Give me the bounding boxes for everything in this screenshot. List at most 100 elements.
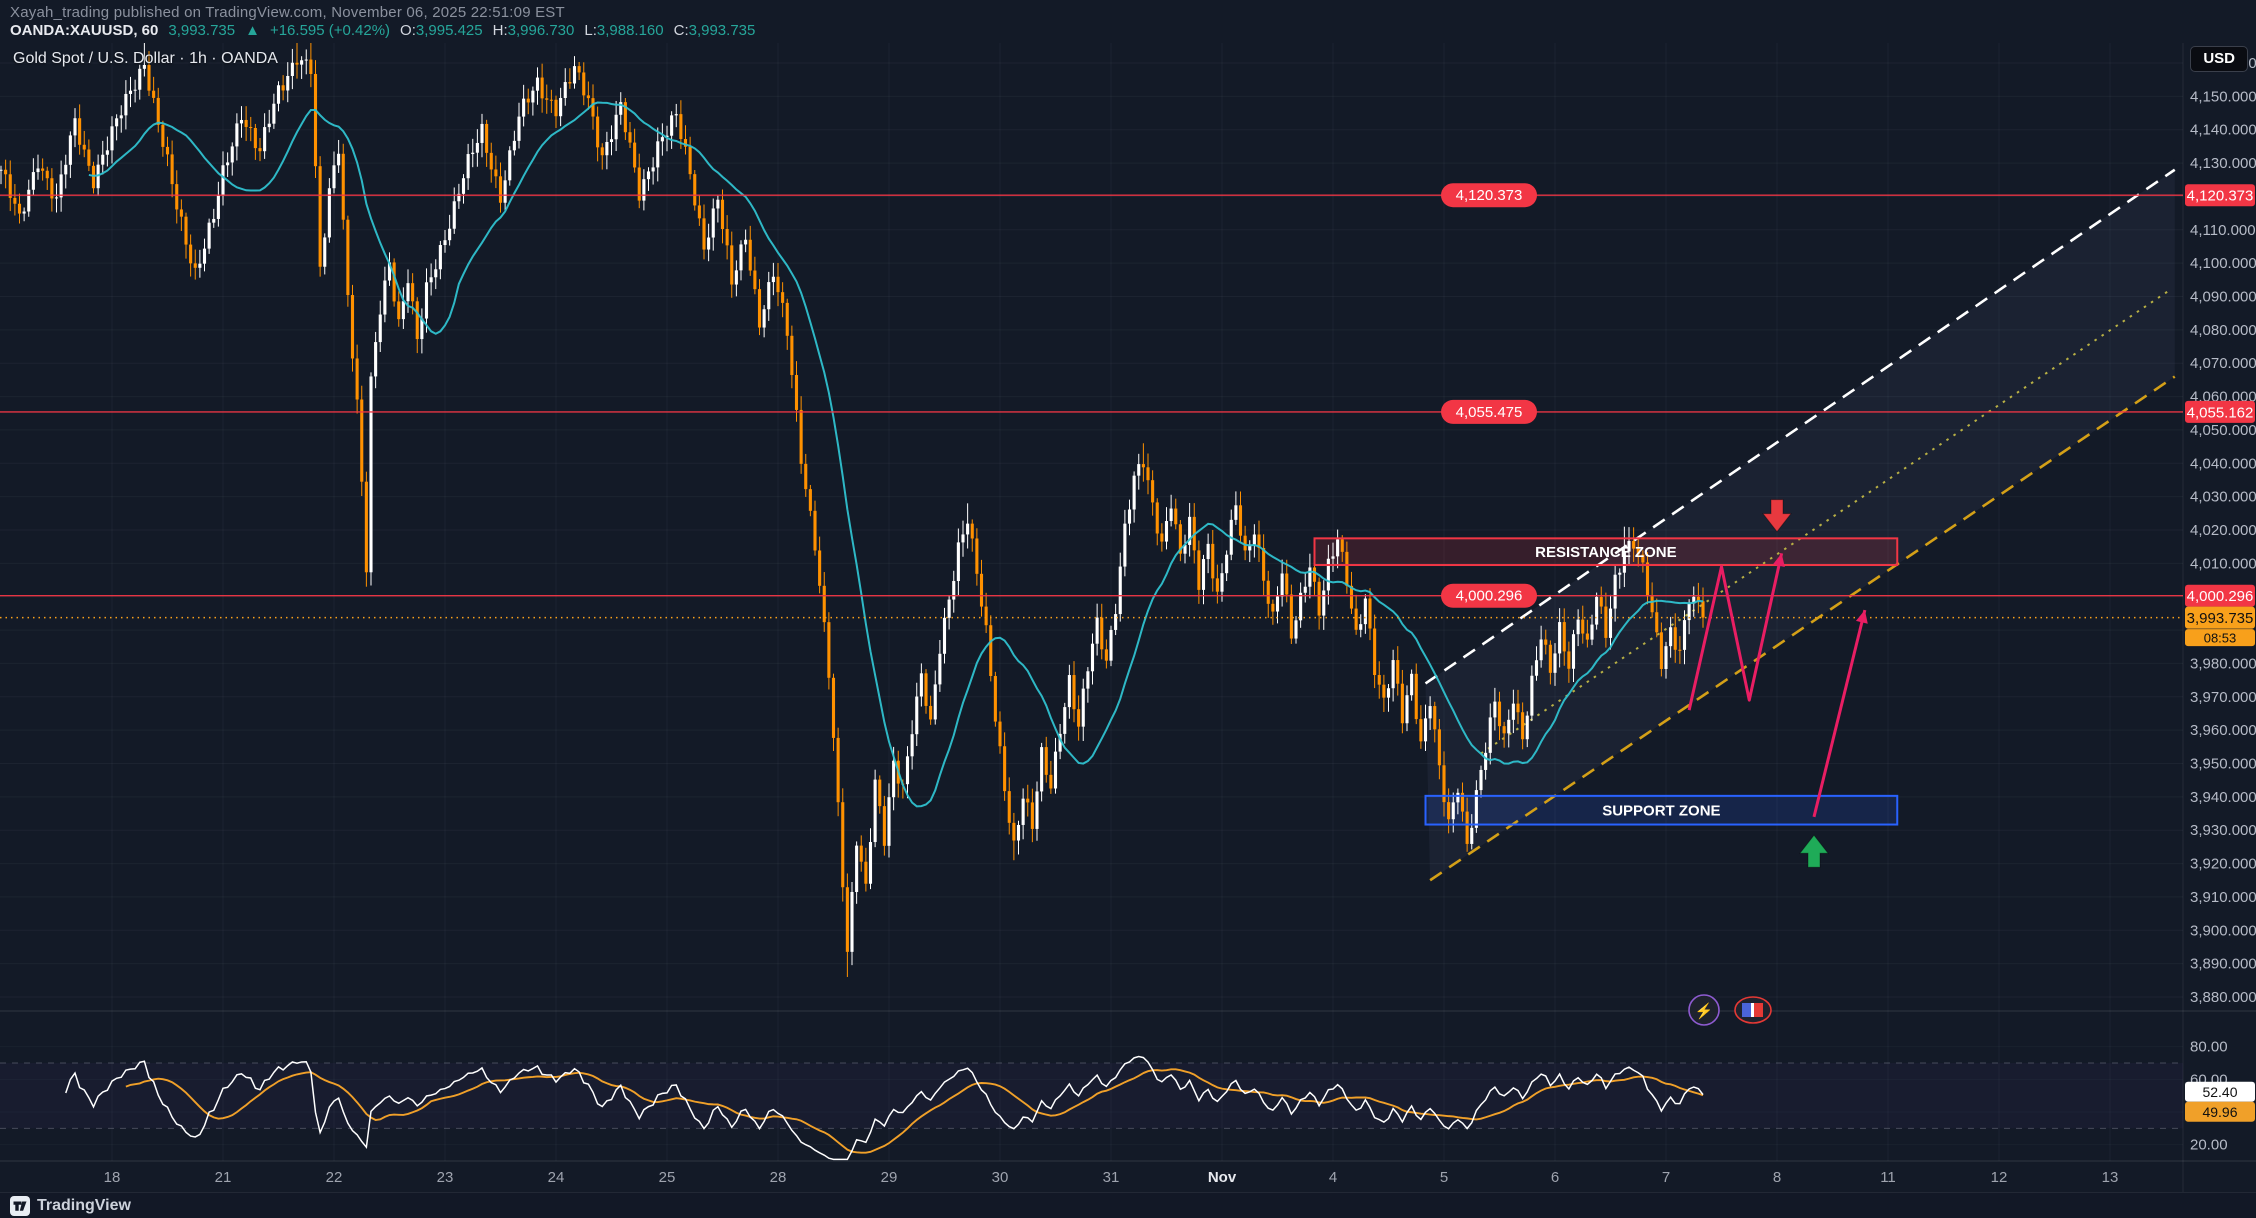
svg-text:20.00: 20.00 (2190, 1137, 2228, 1154)
ma-line (88, 101, 1704, 808)
axis-price-badge (2185, 184, 2255, 207)
svg-text:24: 24 (548, 1169, 565, 1186)
svg-text:4,120.373: 4,120.373 (2187, 188, 2254, 205)
axis-price-badge (2185, 584, 2255, 607)
price-change: +16.595 (+0.42%) (269, 22, 391, 39)
rsi-value-badge (2185, 1081, 2255, 1102)
last-price: 3,993.735 (168, 22, 236, 39)
arrow-layer (1687, 499, 1868, 868)
svg-text:8: 8 (1773, 1169, 1781, 1186)
svg-text:4,080.000: 4,080.000 (2190, 322, 2256, 339)
time-axis[interactable]: 18 21 22 23 24 25 28 29 30 31 Nov 4 5 6 7 8 11 12 13 (104, 1169, 2119, 1186)
svg-text:3,890.000: 3,890.000 (2190, 956, 2256, 973)
ohlc-open: O:3,995.425 (400, 22, 483, 39)
svg-text:⚡: ⚡ (1695, 1002, 1714, 1020)
currency-toggle-button[interactable]: USD (2190, 46, 2248, 72)
grid-layer (0, 43, 2183, 1161)
svg-text:4,120.373: 4,120.373 (1456, 187, 1523, 204)
price-pill-layer: 4,120.373 4,055.475 4,000.296 (1441, 183, 1537, 608)
attribution-text: Xayah_trading published on TradingView.c… (10, 4, 565, 21)
svg-text:4,140.000: 4,140.000 (2190, 122, 2256, 139)
svg-text:3,993.735: 3,993.735 (2187, 610, 2254, 627)
price-axis[interactable]: 4,160.0004,150.0004,140.0004,130.0004,11… (2185, 55, 2256, 1154)
svg-text:4,050.000: 4,050.000 (2190, 422, 2256, 439)
svg-text:18: 18 (104, 1169, 121, 1186)
red-down-arrow[interactable] (1761, 499, 1793, 533)
svg-text:31: 31 (1103, 1169, 1120, 1186)
rsi-ma-line (125, 1068, 1704, 1154)
price-line-pill (1441, 183, 1537, 208)
svg-text:12: 12 (1991, 1169, 2008, 1186)
svg-text:5: 5 (1440, 1169, 1448, 1186)
pink-zigzag-arrow[interactable] (1687, 553, 1784, 711)
svg-text:4,000.296: 4,000.296 (2187, 588, 2254, 605)
olive-dotted-trendline[interactable] (1480, 289, 2171, 755)
symbol-name[interactable]: OANDA:XAUUSD, 60 (10, 22, 159, 39)
price-lines-layer (0, 194, 2183, 619)
svg-text:52.40: 52.40 (2202, 1084, 2237, 1100)
white-dashed-trendline[interactable] (1424, 168, 2176, 685)
svg-text:4,130.000: 4,130.000 (2190, 155, 2256, 172)
flag-button[interactable] (1734, 996, 1772, 1024)
svg-text:25: 25 (659, 1169, 676, 1186)
svg-text:7: 7 (1662, 1169, 1670, 1186)
bar-countdown-badge (2185, 629, 2255, 647)
svg-text:13: 13 (2102, 1169, 2119, 1186)
tradingview-logo-icon[interactable] (10, 1195, 30, 1216)
current-price-badge (2185, 606, 2255, 629)
chart-header: Xayah_trading published on TradingView.c… (0, 0, 2256, 42)
resistance-zone-box[interactable] (1313, 537, 1899, 567)
rsi-line (65, 1055, 1704, 1161)
svg-text:3,970.000: 3,970.000 (2190, 689, 2256, 706)
svg-text:4,010.000: 4,010.000 (2190, 555, 2256, 572)
footer-bar: TradingView (0, 1192, 2256, 1218)
svg-text:3,980.000: 3,980.000 (2190, 655, 2256, 672)
ohlc-low: L:3,988.160 (584, 22, 664, 39)
svg-text:22: 22 (326, 1169, 343, 1186)
rsi-band-layer (0, 1062, 2183, 1129)
svg-text:21: 21 (215, 1169, 232, 1186)
price-line-pill (1441, 399, 1537, 424)
svg-text:Nov: Nov (1208, 1169, 1237, 1186)
svg-text:4,070.000: 4,070.000 (2190, 355, 2256, 372)
svg-text:3,910.000: 3,910.000 (2190, 889, 2256, 906)
svg-text:08:53: 08:53 (2204, 630, 2237, 645)
separator-layer (0, 43, 2256, 1192)
svg-text:4,055.475: 4,055.475 (1456, 404, 1523, 421)
green-up-arrow[interactable] (1798, 834, 1830, 868)
chart-action-buttons: ⚡ (1688, 994, 1772, 1026)
boost-button[interactable]: ⚡ (1688, 994, 1720, 1026)
axis-price-badge (2185, 400, 2255, 423)
rsi-layer (65, 1055, 1704, 1161)
price-line-pill (1441, 583, 1537, 608)
ohlc-high: H:3,996.730 (492, 22, 575, 39)
svg-text:4,000.296: 4,000.296 (1456, 588, 1523, 605)
svg-text:28: 28 (770, 1169, 787, 1186)
svg-text:3,960.000: 3,960.000 (2190, 722, 2256, 739)
zone-border-layer: RESISTANCE ZONE SUPPORT ZONE (1313, 537, 1899, 826)
svg-text:4,040.000: 4,040.000 (2190, 455, 2256, 472)
svg-text:80.00: 80.00 (2190, 1039, 2228, 1056)
pink-projection-arrow[interactable] (1812, 609, 1867, 818)
ohlc-close: C:3,993.735 (673, 22, 756, 39)
svg-text:4,110.000: 4,110.000 (2190, 222, 2256, 239)
svg-text:3,950.000: 3,950.000 (2190, 755, 2256, 772)
svg-text:4,100.000: 4,100.000 (2190, 255, 2256, 272)
candles-layer (0, 43, 1705, 977)
resistance-zone-label: RESISTANCE ZONE (1535, 544, 1676, 561)
svg-text:3,880.000: 3,880.000 (2190, 989, 2256, 1006)
svg-text:30: 30 (992, 1169, 1009, 1186)
svg-text:6: 6 (1551, 1169, 1559, 1186)
svg-text:49.96: 49.96 (2202, 1104, 2237, 1120)
change-arrow-icon: ▲ (245, 22, 260, 39)
footer-brand[interactable]: TradingView (37, 1196, 131, 1214)
svg-text:11: 11 (1880, 1169, 1896, 1186)
svg-text:29: 29 (881, 1169, 898, 1186)
svg-text:4,090.000: 4,090.000 (2190, 289, 2256, 306)
svg-text:3,900.000: 3,900.000 (2190, 922, 2256, 939)
svg-text:3,940.000: 3,940.000 (2190, 789, 2256, 806)
support-zone-box[interactable] (1424, 794, 1899, 826)
